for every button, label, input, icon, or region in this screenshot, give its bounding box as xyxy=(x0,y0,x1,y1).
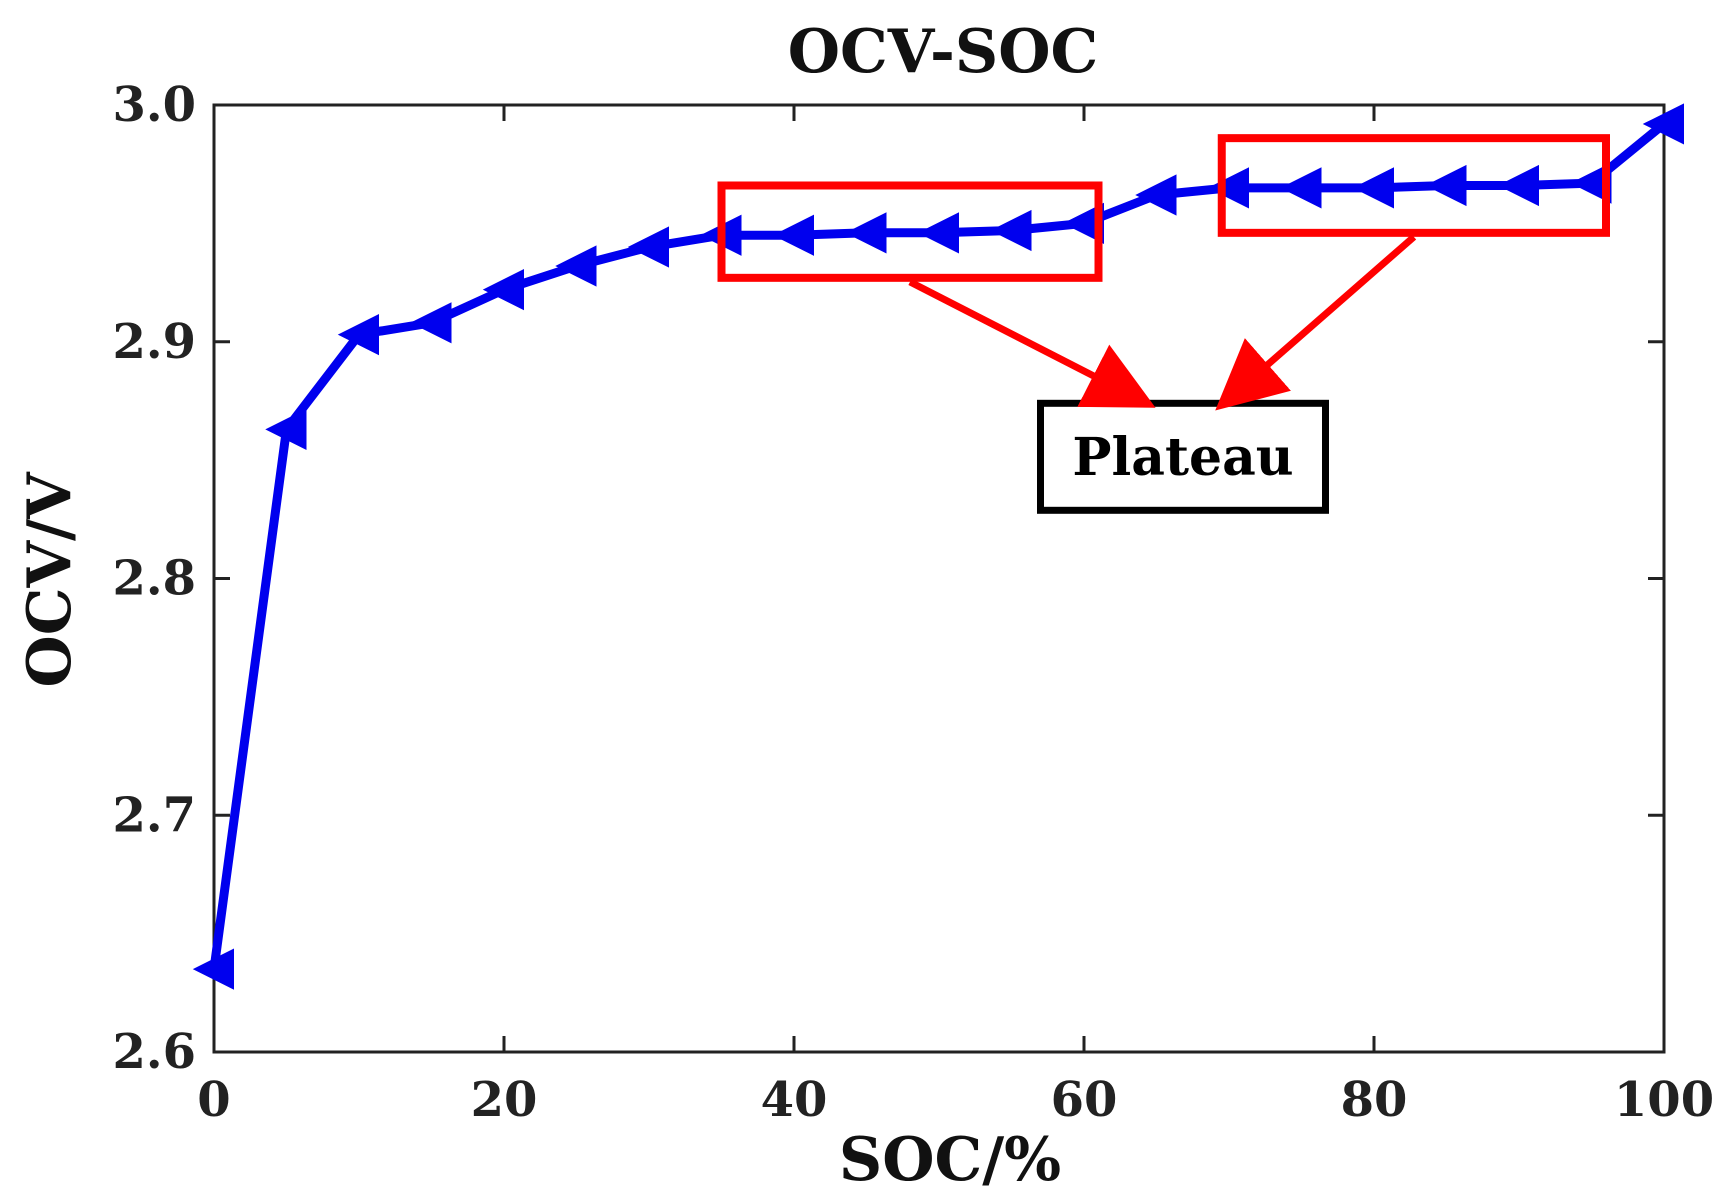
data-point xyxy=(990,209,1032,252)
data-point xyxy=(337,314,379,356)
x-axis-label: SOC/% xyxy=(839,1125,1061,1195)
x-tick-label: 60 xyxy=(1051,1072,1118,1128)
y-tick-label: 2.8 xyxy=(112,551,196,607)
y-tick-label: 2.7 xyxy=(112,787,196,843)
plateau-highlight-box xyxy=(717,181,1103,282)
y-tick-label: 3.0 xyxy=(112,77,196,133)
plateau-label: Plateau xyxy=(1072,427,1293,488)
x-tick-label: 80 xyxy=(1341,1072,1408,1128)
x-tick-label: 40 xyxy=(761,1072,828,1128)
data-point xyxy=(917,212,959,254)
series-line xyxy=(209,119,1669,974)
data-point xyxy=(1497,164,1539,207)
data-point xyxy=(1642,103,1684,145)
plateau-label-box xyxy=(1037,399,1329,514)
plateau-arrow xyxy=(1215,234,1417,411)
plateau-arrow xyxy=(908,278,1156,408)
data-point xyxy=(1570,162,1612,204)
x-axis: 0 20 40 60 80 100 xyxy=(197,105,1714,1128)
data-point xyxy=(627,226,669,268)
plot-border xyxy=(212,103,1666,1054)
x-tick-label: 20 xyxy=(471,1072,538,1128)
y-tick-label: 2.6 xyxy=(112,1024,196,1080)
data-point xyxy=(772,214,814,256)
series-ocv xyxy=(192,103,1684,990)
data-point xyxy=(410,302,452,344)
x-tick-label: 100 xyxy=(1614,1072,1714,1128)
data-point xyxy=(1062,202,1104,244)
data-point xyxy=(845,212,887,254)
plot-frame xyxy=(212,103,1666,1054)
data-point xyxy=(1135,174,1177,216)
data-point xyxy=(482,269,524,311)
data-point xyxy=(555,245,597,287)
data-point xyxy=(1425,164,1467,207)
y-axis-label: OCV/V xyxy=(15,471,85,687)
data-point xyxy=(192,948,234,990)
y-tick-label: 2.9 xyxy=(112,314,196,370)
x-tick-label: 0 xyxy=(197,1072,230,1128)
y-axis: 2.6 2.7 2.8 2.9 3.0 xyxy=(112,77,1664,1080)
data-point xyxy=(1207,167,1249,209)
plateau-annotation: Plateau xyxy=(717,134,1610,514)
data-point xyxy=(1352,167,1394,209)
data-point xyxy=(1280,167,1322,209)
chart-title: OCV-SOC xyxy=(788,17,1098,87)
plateau-highlight-box xyxy=(1217,134,1610,237)
data-point xyxy=(265,408,307,450)
